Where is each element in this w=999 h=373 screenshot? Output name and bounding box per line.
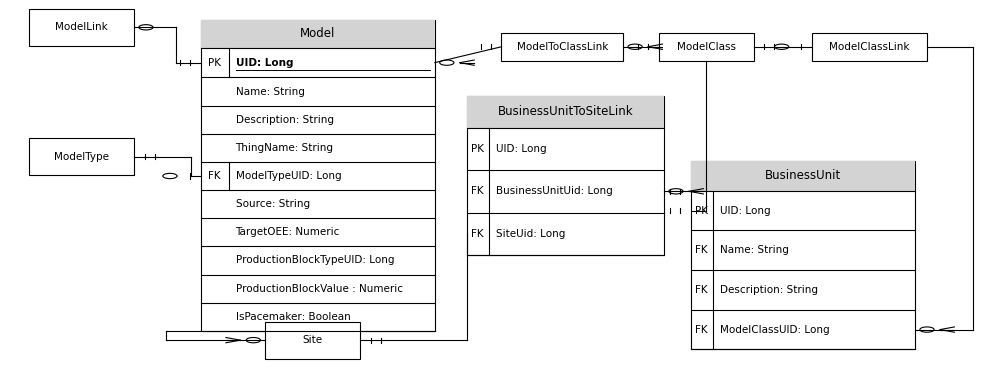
Text: ThingName: String: ThingName: String [236,143,334,153]
Text: Description: String: Description: String [236,115,334,125]
Bar [201,20,435,48]
Text: FK: FK [695,285,708,295]
Text: SiteUid: Long: SiteUid: Long [496,229,564,239]
Bar [690,161,915,191]
Text: PK: PK [695,206,708,216]
Text: Name: String: Name: String [236,87,305,97]
Text: Model: Model [300,27,336,40]
Bar [467,96,664,128]
Text: ModelType: ModelType [54,152,109,162]
Text: FK: FK [472,186,484,196]
Text: ModelTypeUID: Long: ModelTypeUID: Long [236,171,341,181]
Bar [266,322,360,359]
Bar [29,9,134,46]
Text: ModelLink: ModelLink [55,22,108,32]
Text: ModelClassLink: ModelClassLink [829,42,910,52]
Text: PK: PK [208,58,221,68]
Text: ModelClass: ModelClass [676,42,735,52]
Text: BusinessUnitUid: Long: BusinessUnitUid: Long [496,186,612,196]
Text: Description: String: Description: String [719,285,817,295]
Text: BusinessUnitToSiteLink: BusinessUnitToSiteLink [498,105,633,118]
Text: FK: FK [695,245,708,255]
Text: PK: PK [472,144,485,154]
Bar [201,20,435,331]
Text: BusinessUnit: BusinessUnit [764,169,841,182]
Text: FK: FK [472,229,484,239]
Text: FK: FK [695,325,708,335]
Text: Name: String: Name: String [719,245,788,255]
Text: Site: Site [303,335,323,345]
Text: ModelClassUID: Long: ModelClassUID: Long [719,325,829,335]
Text: ProductionBlockValue : Numeric: ProductionBlockValue : Numeric [236,283,403,294]
Bar [690,161,915,350]
Text: UID: Long: UID: Long [236,58,293,68]
Text: ProductionBlockTypeUID: Long: ProductionBlockTypeUID: Long [236,256,394,266]
Bar [29,138,134,175]
Text: TargetOEE: Numeric: TargetOEE: Numeric [236,227,340,237]
Bar [467,96,664,255]
Text: FK: FK [208,171,221,181]
Bar [501,33,623,61]
Bar [812,33,927,61]
Text: UID: Long: UID: Long [719,206,770,216]
Text: Source: String: Source: String [236,199,310,209]
Text: ModelToClassLink: ModelToClassLink [516,42,608,52]
Text: IsPacemaker: Boolean: IsPacemaker: Boolean [236,312,351,322]
Text: UID: Long: UID: Long [496,144,546,154]
Bar [659,33,753,61]
